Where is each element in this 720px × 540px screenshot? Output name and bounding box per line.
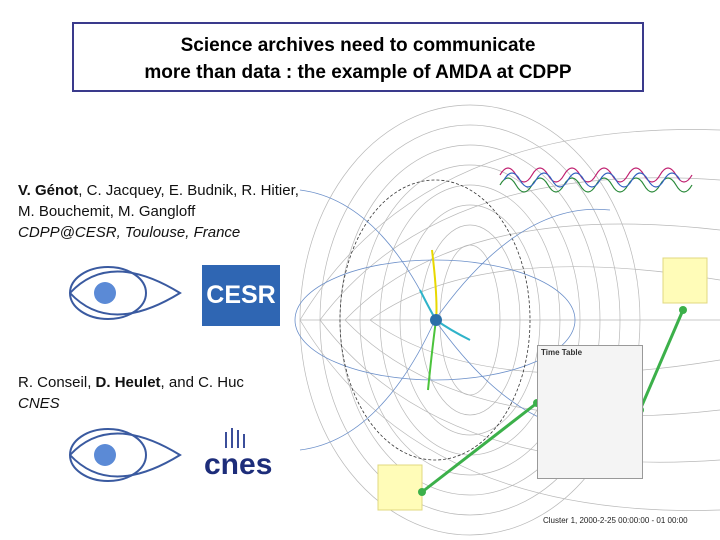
lead-author: D. Heulet	[95, 374, 161, 391]
authors-group-2: R. Conseil, D. Heulet, and C. Huc CNES	[18, 372, 244, 414]
authors: R. Conseil,	[18, 374, 96, 391]
title-line: Science archives need to communicate	[180, 35, 536, 56]
time-table-screenshot: Time Table	[537, 345, 643, 479]
authors: , and C. Huc	[160, 374, 244, 391]
figure-caption: Cluster 1, 2000-2-25 00:00:00 - 01 00:00	[543, 516, 688, 525]
title-box: Science archives need to communicate mor…	[72, 22, 644, 92]
cesr-logo: CESR	[202, 265, 280, 326]
affiliation: CDPP@CESR, Toulouse, France	[18, 224, 241, 241]
title-line: more than data : the example of AMDA at …	[144, 62, 572, 83]
time-table-title: Time Table	[541, 348, 583, 357]
author-line: M. Bouchemit, M. Gangloff	[18, 203, 196, 220]
author-line: R. Conseil, D. Heulet, and C. Huc	[18, 372, 244, 393]
affiliation: CNES	[18, 395, 60, 412]
cnes-logo: cnes	[204, 448, 273, 481]
authors: , C. Jacquey, E. Budnik, R. Hitier,	[78, 182, 299, 199]
lead-author: V. Génot	[18, 182, 79, 199]
authors-group-1: V. Génot, C. Jacquey, E. Budnik, R. Hiti…	[18, 180, 299, 243]
author-line: V. Génot, C. Jacquey, E. Budnik, R. Hiti…	[18, 180, 299, 201]
